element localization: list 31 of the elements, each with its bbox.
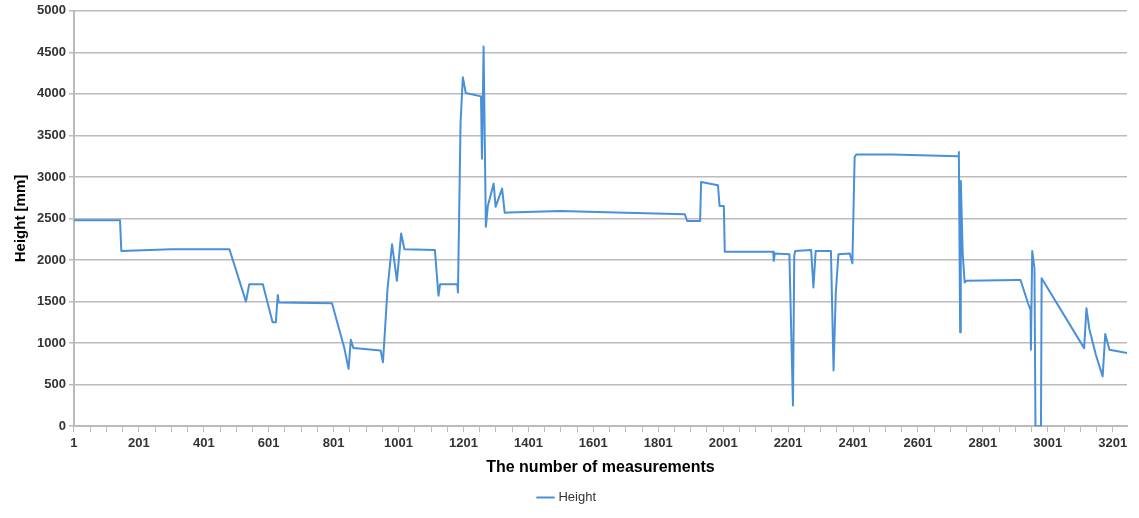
x-tick-label: 1801	[643, 434, 673, 450]
x-tick-label: 2401	[838, 434, 868, 450]
x-tick-label: 1201	[449, 434, 478, 450]
y-tick-label: 2000	[37, 251, 66, 267]
x-tick-label: 1601	[578, 434, 608, 450]
y-tick-label: 2500	[37, 210, 66, 226]
y-tick-label: 4500	[37, 43, 66, 59]
x-axis-title: The number of measurements	[486, 457, 715, 475]
y-tick-label: 4000	[37, 85, 66, 101]
y-tick-label: 500	[44, 376, 66, 392]
y-tick-label: 3500	[37, 127, 66, 142]
x-tick-label: 2801	[968, 434, 998, 450]
y-tick-label: 0	[58, 417, 66, 433]
x-tick-label: 2601	[903, 434, 933, 450]
x-tick-label: 1401	[513, 434, 543, 450]
y-axis-title: Height [mm]	[11, 174, 29, 263]
y-tick-label: 3000	[37, 168, 66, 184]
x-tick-label: 3001	[1033, 434, 1063, 450]
y-tick-label: 1000	[37, 334, 66, 350]
x-tick-label: 801	[322, 434, 345, 450]
y-tick-label: 1500	[37, 293, 66, 309]
x-tick-label: 1	[70, 434, 78, 450]
x-tick-label: 3201	[1098, 434, 1128, 450]
legend-label: Height	[558, 489, 597, 505]
x-tick-label: 401	[192, 434, 215, 450]
x-tick-label: 601	[257, 434, 280, 450]
x-tick-label: 2201	[773, 434, 803, 450]
x-tick-label: 1001	[384, 434, 413, 450]
y-tick-label: 5000	[37, 2, 66, 18]
x-tick-label: 2001	[708, 434, 738, 450]
x-tick-label: 201	[127, 434, 150, 450]
